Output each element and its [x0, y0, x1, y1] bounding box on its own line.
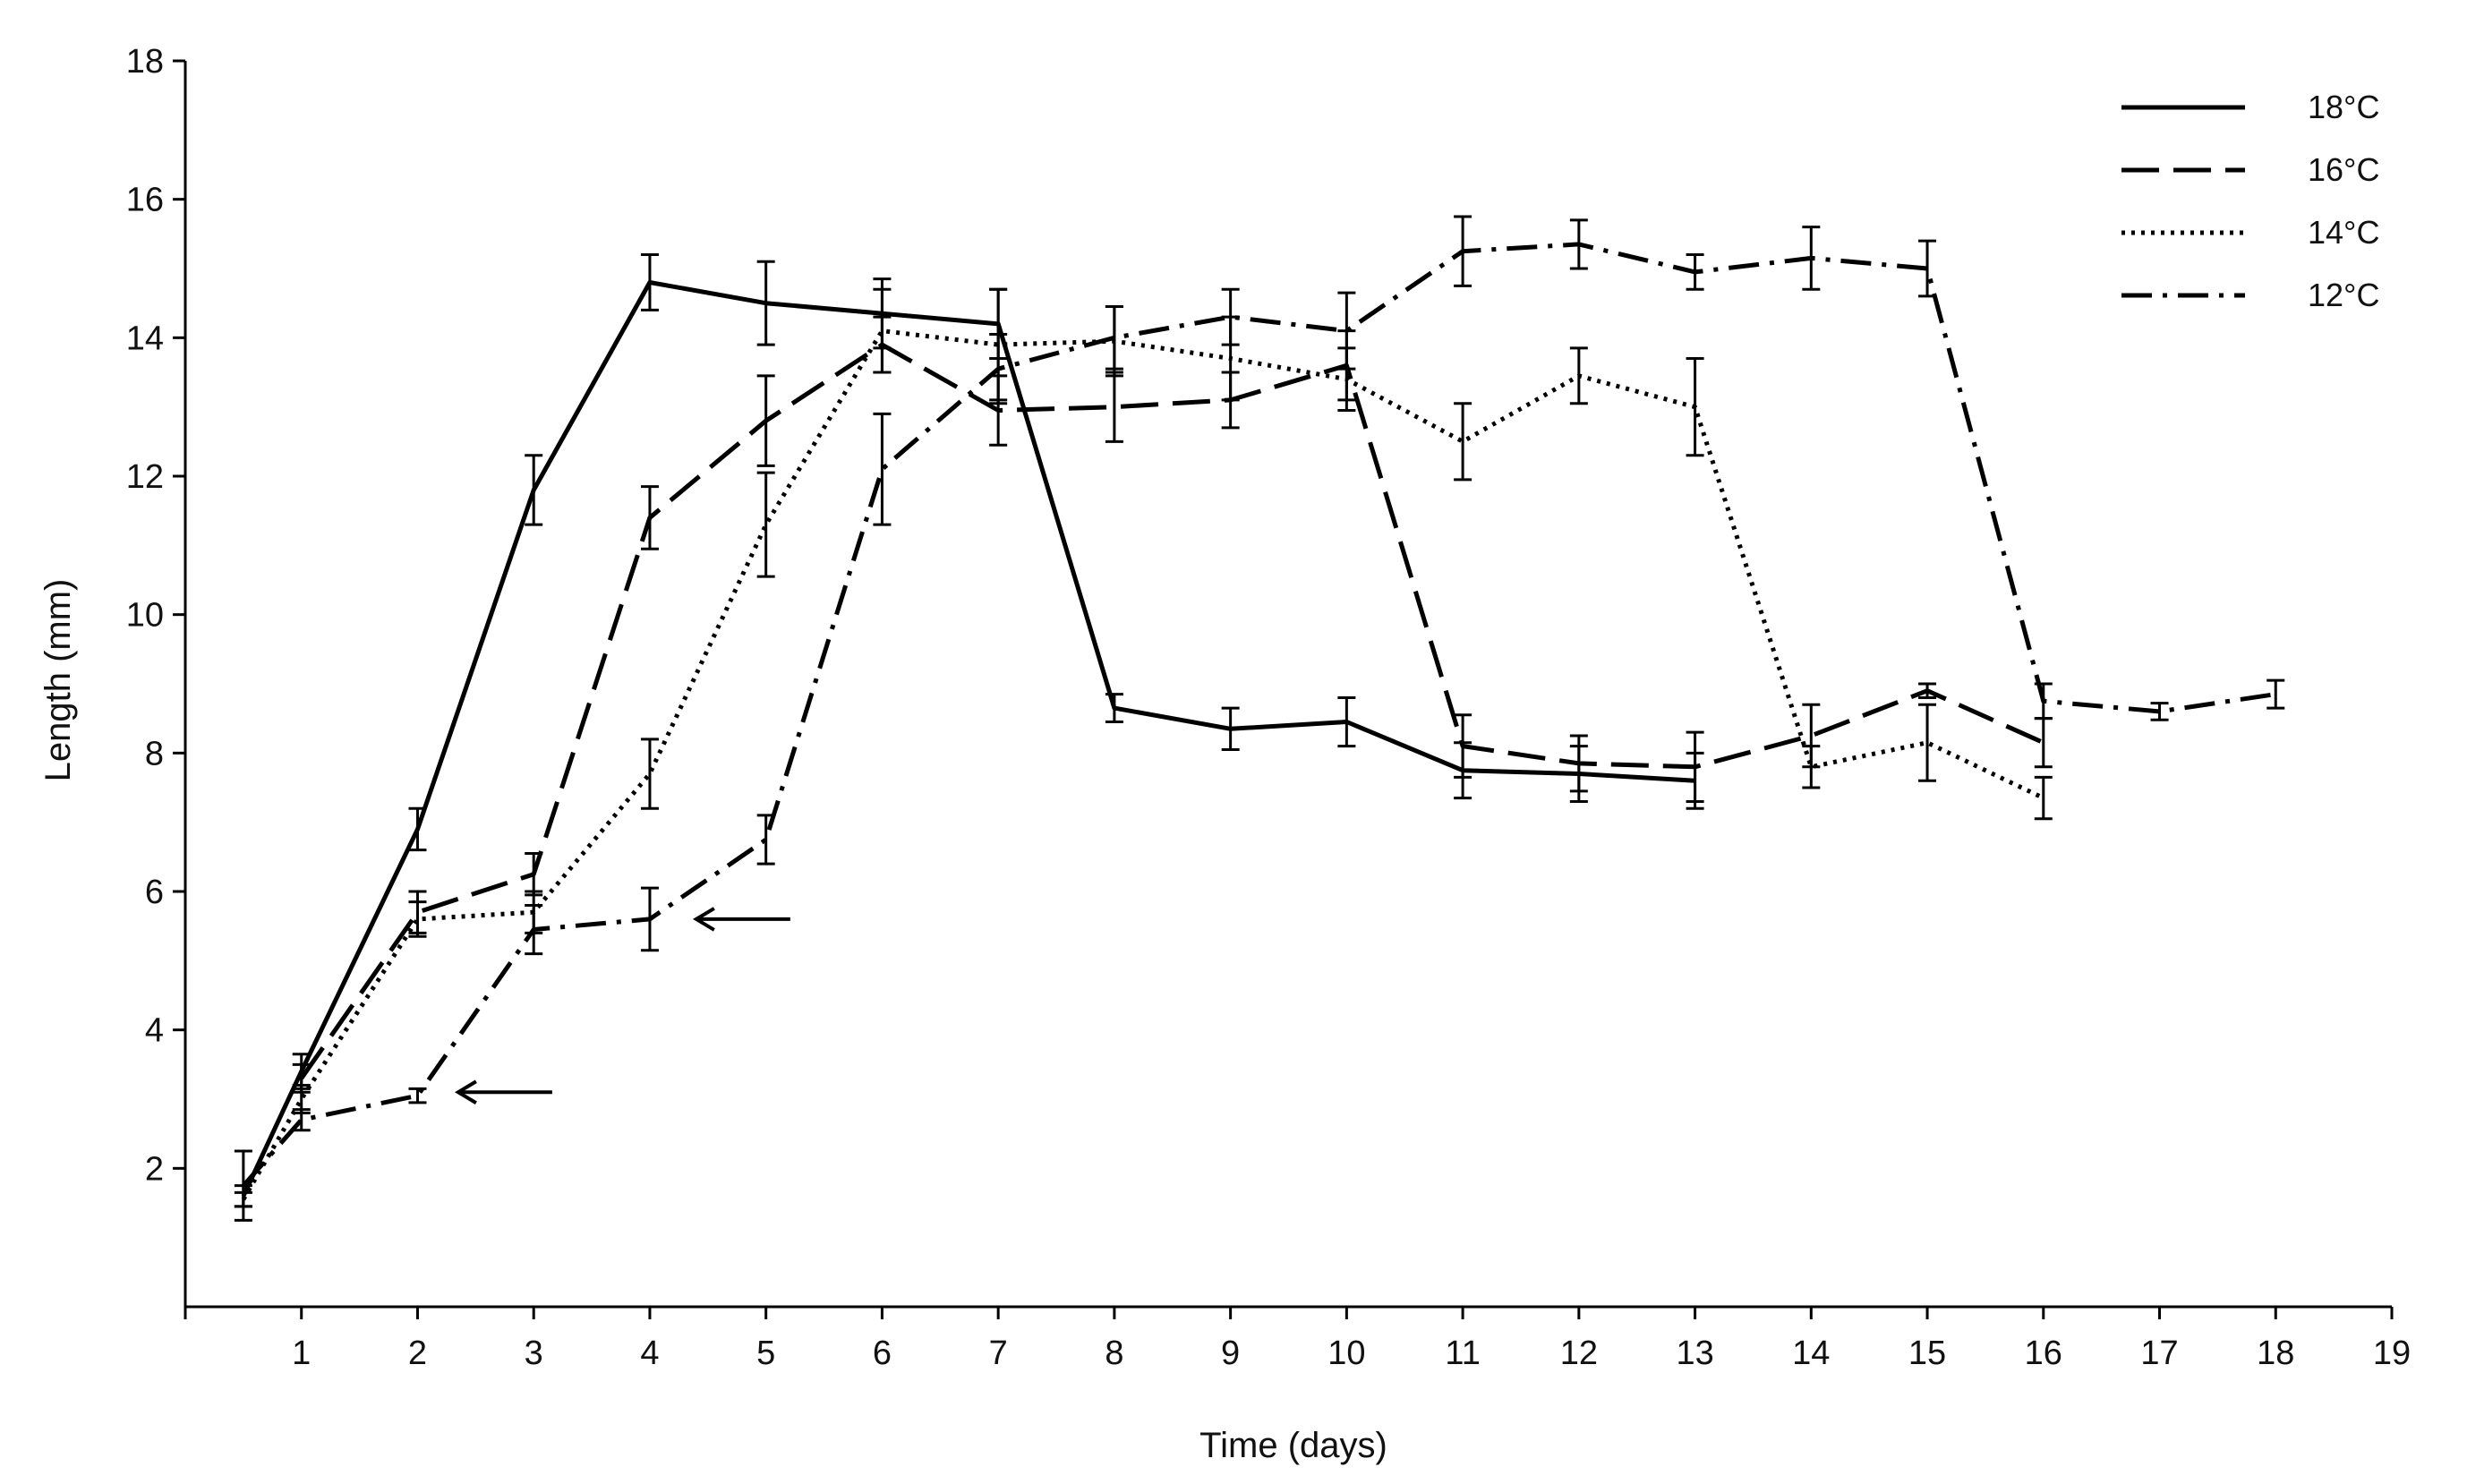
error-bar — [2266, 678, 2285, 710]
legend-label: 12°C — [2308, 277, 2379, 313]
error-bar — [2034, 775, 2053, 821]
y-tick-label: 4 — [145, 1012, 164, 1050]
x-tick-label: 8 — [1105, 1335, 1123, 1372]
y-ticks: 2 4 6 8 10 12 14 16 18 — [126, 43, 185, 1188]
error-bar — [640, 738, 659, 810]
x-tick-label: 9 — [1221, 1335, 1240, 1372]
x-tick-label: 14 — [1792, 1335, 1830, 1372]
error-bar — [1454, 402, 1473, 482]
error-bar — [1105, 305, 1123, 371]
series-0 — [234, 253, 1704, 1208]
y-tick-label: 18 — [126, 43, 164, 81]
series-1 — [292, 315, 2053, 1094]
x-tick-label: 1 — [292, 1335, 311, 1372]
series-3 — [234, 215, 2285, 1222]
error-bar — [408, 806, 427, 852]
y-tick-label: 16 — [126, 182, 164, 219]
x-tick-label: 6 — [873, 1335, 892, 1372]
x-tick-label: 12 — [1560, 1335, 1598, 1372]
y-axis-title: Length (mm) — [38, 579, 78, 782]
error-bar — [1918, 682, 1937, 699]
x-tick-label: 17 — [2140, 1335, 2178, 1372]
series-line — [299, 342, 2044, 1080]
x-tick-label: 3 — [525, 1335, 543, 1372]
x-tick-label: 16 — [2025, 1335, 2062, 1372]
series-line — [241, 280, 1695, 1198]
series-line — [242, 242, 2276, 1188]
error-bar — [1686, 253, 1704, 291]
error-bar — [1686, 730, 1704, 803]
error-bar — [525, 903, 543, 956]
error-bar — [1918, 703, 1937, 782]
error-bar — [756, 260, 775, 346]
error-bar — [1221, 706, 1240, 751]
axes — [184, 61, 2392, 1309]
x-ticks: 1 2 3 4 5 6 7 8 9 10 11 12 13 14 15 16 17 18 19 — [184, 1307, 2411, 1372]
x-tick-label: 11 — [1445, 1335, 1480, 1372]
arrow-annotation — [692, 907, 790, 932]
error-bar — [1221, 287, 1240, 346]
error-bar — [1569, 734, 1588, 793]
x-tick-label: 4 — [640, 1335, 659, 1372]
error-bar — [1569, 218, 1588, 270]
y-tick-label: 12 — [126, 458, 164, 496]
arrow-annotation — [454, 1079, 552, 1104]
error-bar — [873, 287, 892, 374]
y-tick-label: 6 — [145, 874, 164, 911]
x-tick-label: 5 — [756, 1335, 775, 1372]
error-bar — [640, 253, 659, 311]
error-bar — [234, 1149, 252, 1222]
x-tick-label: 19 — [2373, 1335, 2411, 1372]
error-bar — [408, 1087, 427, 1104]
legend-label: 18°C — [2308, 89, 2379, 125]
error-bar — [525, 454, 543, 526]
x-tick-label: 10 — [1327, 1335, 1365, 1372]
error-bar — [1105, 693, 1123, 724]
x-tick-label: 7 — [989, 1335, 1008, 1372]
y-tick-label: 14 — [126, 320, 164, 357]
legend-label: 16°C — [2308, 151, 2379, 188]
error-bar — [640, 886, 659, 952]
error-bar — [640, 485, 659, 550]
error-bar — [1337, 695, 1356, 748]
annotation-layer — [454, 907, 790, 1104]
error-bar — [1337, 291, 1356, 371]
y-tick-label: 10 — [126, 597, 164, 635]
error-bar — [1105, 371, 1123, 443]
error-bar — [1569, 346, 1588, 405]
error-bar — [408, 900, 427, 938]
error-bar — [2150, 702, 2169, 721]
legend-label: 14°C — [2308, 214, 2379, 251]
error-bar — [756, 814, 775, 866]
error-bar — [2034, 682, 2053, 721]
series-layer — [234, 215, 2285, 1222]
error-bar — [989, 332, 1008, 405]
error-bar — [873, 412, 892, 526]
series-2 — [234, 287, 2053, 1208]
error-bar — [1802, 226, 1821, 291]
error-bar — [1686, 357, 1704, 457]
error-bar — [1454, 215, 1473, 287]
legend: 18°C 16°C 14°C 12°C — [2121, 89, 2379, 313]
x-axis-title: Time (days) — [1199, 1426, 1387, 1465]
y-tick-label: 8 — [145, 735, 164, 772]
y-tick-label: 2 — [145, 1150, 164, 1188]
series-line — [241, 328, 2044, 1201]
x-tick-label: 18 — [2257, 1335, 2294, 1372]
error-bar — [1802, 745, 1821, 789]
error-bar — [2034, 717, 2053, 769]
error-bar — [1454, 713, 1473, 779]
error-bar — [756, 374, 775, 467]
x-tick-label: 2 — [408, 1335, 427, 1372]
x-tick-label: 15 — [1908, 1335, 1946, 1372]
error-bar — [1918, 239, 1937, 298]
error-bar — [292, 1108, 311, 1132]
error-bar — [756, 471, 775, 578]
x-tick-label: 13 — [1676, 1335, 1713, 1372]
